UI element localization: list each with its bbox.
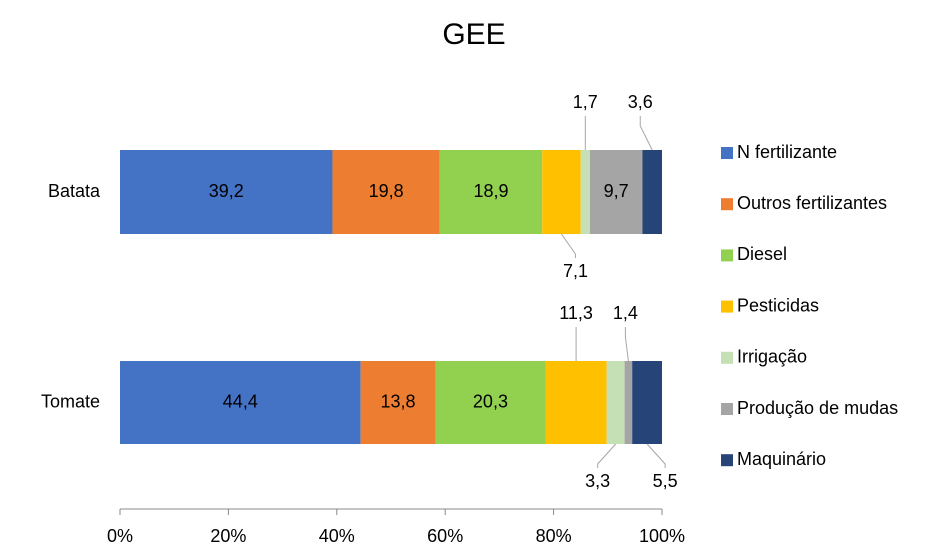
data-label: 3,6 bbox=[628, 92, 653, 112]
y-tick-label: Tomate bbox=[41, 391, 100, 411]
bar-segment bbox=[120, 150, 333, 234]
data-label: 39,2 bbox=[209, 181, 244, 201]
data-label: 1,7 bbox=[573, 92, 598, 112]
leader-line bbox=[624, 327, 629, 362]
leader-line bbox=[597, 443, 617, 468]
legend-label: Maquinário bbox=[737, 449, 826, 469]
data-label: 44,4 bbox=[223, 391, 258, 411]
leader-line bbox=[639, 116, 653, 151]
data-label: 5,5 bbox=[653, 471, 678, 491]
data-label: 13,8 bbox=[381, 391, 416, 411]
bar-segment bbox=[624, 361, 633, 444]
legend-label: Pesticidas bbox=[737, 295, 819, 315]
legend-swatch bbox=[721, 147, 733, 159]
chart-title: GEE bbox=[442, 18, 505, 51]
bar-segment bbox=[360, 361, 436, 444]
legend-swatch bbox=[721, 454, 733, 467]
legend-swatch bbox=[721, 351, 733, 364]
x-tick-label: 80% bbox=[536, 526, 572, 546]
leader-line bbox=[646, 443, 666, 468]
legend-swatch bbox=[721, 198, 733, 211]
legend-swatch bbox=[721, 403, 733, 415]
bar-segment bbox=[439, 150, 543, 234]
data-label: 1,4 bbox=[613, 303, 638, 323]
data-label: 7,1 bbox=[563, 261, 588, 281]
data-label: 9,7 bbox=[604, 181, 629, 201]
bar-segment bbox=[545, 361, 607, 444]
x-tick-label: 100% bbox=[639, 526, 685, 546]
x-tick-label: 20% bbox=[210, 526, 246, 546]
y-tick-label: Batata bbox=[48, 181, 101, 201]
legend-label: N fertilizante bbox=[737, 142, 837, 162]
x-tick-label: 40% bbox=[319, 526, 355, 546]
bar-segment bbox=[606, 361, 625, 444]
bar-segment bbox=[580, 150, 590, 234]
bar-segment bbox=[435, 361, 546, 444]
bar-segment bbox=[642, 150, 662, 234]
x-tick-label: 0% bbox=[107, 526, 133, 546]
bar-segment bbox=[120, 361, 361, 444]
x-tick-label: 60% bbox=[427, 526, 463, 546]
data-label: 18,9 bbox=[473, 181, 508, 201]
data-label: 3,3 bbox=[585, 471, 610, 491]
legend-label: Irrigação bbox=[737, 347, 807, 367]
legend-label: Diesel bbox=[737, 244, 787, 264]
legend-swatch bbox=[721, 300, 733, 313]
data-label: 20,3 bbox=[473, 391, 508, 411]
bar-segment bbox=[332, 150, 440, 234]
legend-label: Outros fertilizantes bbox=[737, 193, 887, 213]
bar-segment bbox=[632, 361, 662, 444]
data-label: 19,8 bbox=[369, 181, 404, 201]
bar-segment bbox=[589, 150, 643, 234]
leader-line bbox=[561, 233, 576, 258]
bar-segment bbox=[542, 150, 581, 234]
legend-swatch bbox=[721, 249, 733, 262]
legend-label: Produção de mudas bbox=[737, 398, 898, 418]
data-label: 11,3 bbox=[559, 303, 593, 323]
